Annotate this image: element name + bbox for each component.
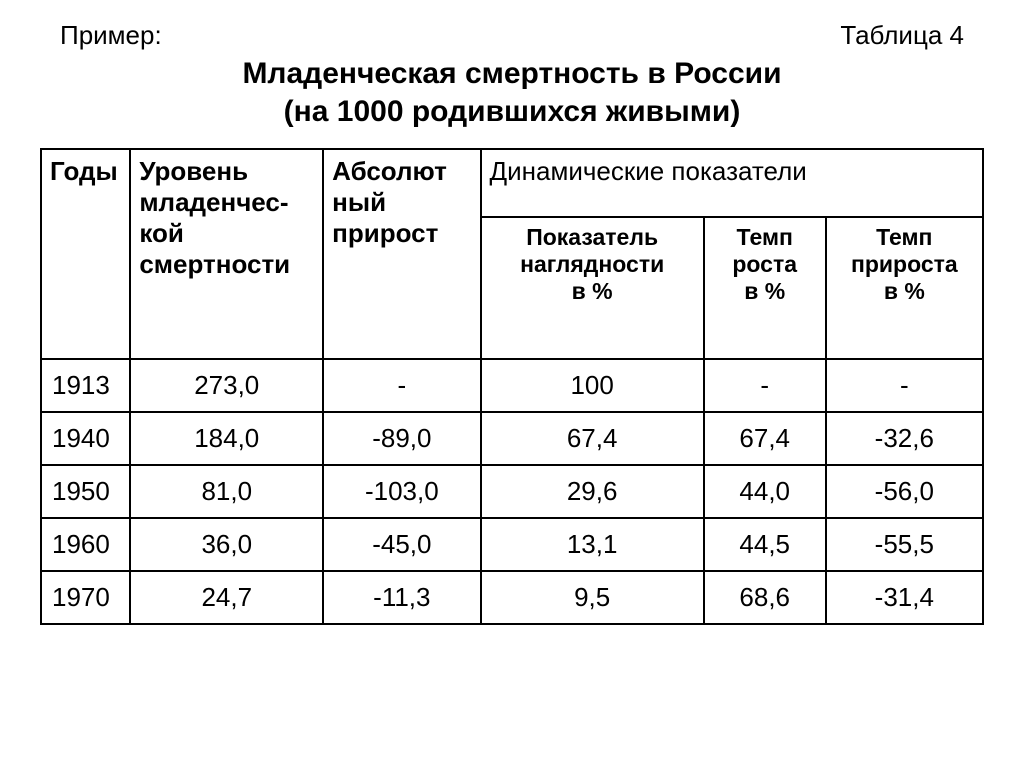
cell-abs: -89,0 — [323, 412, 480, 465]
table-row: 1960 36,0 -45,0 13,1 44,5 -55,5 — [41, 518, 983, 571]
cell-growth: 67,4 — [704, 412, 826, 465]
col-increment-rate: Темп прироста в % — [826, 217, 983, 360]
header-row: Пример: Таблица 4 — [40, 20, 984, 51]
cell-year: 1913 — [41, 359, 130, 412]
cell-incr: -32,6 — [826, 412, 983, 465]
title-line-2: (на 1000 родившихся живыми) — [40, 93, 984, 131]
cell-level: 24,7 — [130, 571, 323, 624]
cell-level: 81,0 — [130, 465, 323, 518]
cell-abs: -103,0 — [323, 465, 480, 518]
col-level: Уровень младенчес-кой смертности — [130, 149, 323, 359]
cell-growth: 68,6 — [704, 571, 826, 624]
cell-incr: - — [826, 359, 983, 412]
cell-level: 184,0 — [130, 412, 323, 465]
table-number-label: Таблица 4 — [840, 20, 964, 51]
cell-growth: 44,5 — [704, 518, 826, 571]
mortality-table: Годы Уровень младенчес-кой смертности Аб… — [40, 148, 984, 625]
cell-growth: - — [704, 359, 826, 412]
cell-vis: 9,5 — [481, 571, 704, 624]
table-row: 1913 273,0 - 100 - - — [41, 359, 983, 412]
table-row: 1970 24,7 -11,3 9,5 68,6 -31,4 — [41, 571, 983, 624]
cell-growth: 44,0 — [704, 465, 826, 518]
title-line-1: Младенческая смертность в России — [40, 55, 984, 93]
cell-vis: 13,1 — [481, 518, 704, 571]
cell-abs: -11,3 — [323, 571, 480, 624]
page-title: Младенческая смертность в России (на 100… — [40, 55, 984, 130]
cell-incr: -31,4 — [826, 571, 983, 624]
cell-year: 1950 — [41, 465, 130, 518]
cell-abs: - — [323, 359, 480, 412]
table-body: 1913 273,0 - 100 - - 1940 184,0 -89,0 67… — [41, 359, 983, 624]
cell-abs: -45,0 — [323, 518, 480, 571]
cell-incr: -55,5 — [826, 518, 983, 571]
cell-level: 273,0 — [130, 359, 323, 412]
cell-year: 1970 — [41, 571, 130, 624]
example-label: Пример: — [60, 20, 162, 51]
cell-year: 1960 — [41, 518, 130, 571]
table-row: 1950 81,0 -103,0 29,6 44,0 -56,0 — [41, 465, 983, 518]
col-growth-rate: Темп роста в % — [704, 217, 826, 360]
cell-year: 1940 — [41, 412, 130, 465]
cell-incr: -56,0 — [826, 465, 983, 518]
col-abs-growth: Абсолют ный прирост — [323, 149, 480, 359]
table-row: 1940 184,0 -89,0 67,4 67,4 -32,6 — [41, 412, 983, 465]
col-dynamic: Динамические показатели — [481, 149, 984, 217]
cell-vis: 100 — [481, 359, 704, 412]
cell-level: 36,0 — [130, 518, 323, 571]
col-years: Годы — [41, 149, 130, 359]
col-visibility: Показатель наглядности в % — [481, 217, 704, 360]
cell-vis: 29,6 — [481, 465, 704, 518]
cell-vis: 67,4 — [481, 412, 704, 465]
